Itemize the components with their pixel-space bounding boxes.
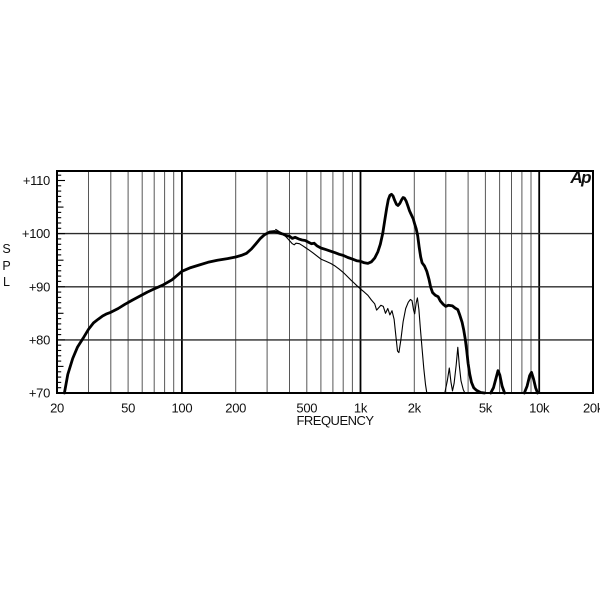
x-axis-tick-label: 5k (479, 401, 493, 416)
x-axis-title: FREQUENCY (296, 413, 374, 428)
x-axis-tick-label: 100 (172, 401, 193, 416)
response-main-curve (489, 369, 506, 395)
x-axis-tick-label: 1k (354, 401, 368, 416)
x-axis-tick-label: 2k (408, 401, 422, 416)
audio-precision-logo: Ap (570, 168, 591, 187)
x-axis-tick-label: 20 (50, 401, 64, 416)
y-axis-tick-label: +90 (29, 279, 50, 294)
y-axis-tick-label: +70 (29, 386, 50, 401)
response-main-curve (63, 192, 487, 395)
plot-border (56, 170, 594, 394)
x-axis-tick-label: 10k (529, 401, 550, 416)
x-axis-tick-label: 200 (225, 401, 246, 416)
x-axis-tick-label: 50 (121, 401, 135, 416)
x-axis-tick-label: 500 (296, 401, 317, 416)
y-axis-tick-label: +80 (29, 332, 50, 347)
y-axis-tick-label: +110 (23, 173, 50, 188)
response-secondary-curve (444, 346, 466, 394)
x-axis-tick-label: 20k (583, 401, 600, 416)
response-secondary-curve (275, 228, 428, 394)
response-main-curve (522, 370, 539, 395)
y-axis-title: SPL (2, 242, 11, 289)
y-axis-tick-label: +100 (22, 226, 50, 241)
